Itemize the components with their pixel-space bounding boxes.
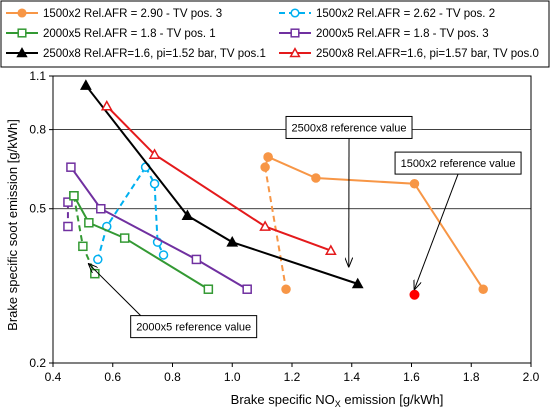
series-point-3-0 xyxy=(66,162,76,172)
x-tick-label-2: 0.8 xyxy=(164,370,181,384)
legend-label-3: 2000x5 Rel.AFR = 1.8 - TV pos. 3 xyxy=(316,28,489,40)
reference-point xyxy=(409,289,420,300)
y-tick-label-0: 0.2 xyxy=(29,356,46,370)
x-tick-label-3: 1.0 xyxy=(224,370,241,384)
callout-1: 1500x2 reference value xyxy=(394,151,522,289)
y-tick-label-3: 1.1 xyxy=(29,69,46,83)
series-point-2-1 xyxy=(84,218,94,228)
legend-item-5: 2500x8 Rel.AFR=1.6, pi=1.57 bar, TV pos.… xyxy=(279,47,539,60)
callout-arrow-1 xyxy=(414,173,459,289)
x-tick-label-4: 1.2 xyxy=(284,370,301,384)
series-point-1-3 xyxy=(158,250,169,260)
series-line-4 xyxy=(85,84,359,285)
series-point-4-3 xyxy=(351,277,364,289)
series-branch-point-3-0 xyxy=(63,197,73,207)
series-4 xyxy=(79,79,364,289)
x-tick-label-5: 1.4 xyxy=(343,370,360,384)
legend-swatch-marker-5 xyxy=(289,47,301,58)
legend-swatch-marker-1 xyxy=(290,8,300,18)
series-line-5 xyxy=(106,105,332,252)
y-tick-label-1: 0.5 xyxy=(29,202,46,216)
legend-item-0: 1500x2 Rel.AFR = 2.90 - TV pos. 3 xyxy=(6,8,222,20)
x-axis-title: Brake specific NOX emission [g/kWh] xyxy=(231,392,444,409)
x-axis-title-unit: emission [g/kWh] xyxy=(341,392,444,407)
legend-label-5: 2500x8 Rel.AFR=1.6, pi=1.57 bar, TV pos.… xyxy=(316,48,539,60)
series-point-0-2 xyxy=(409,179,420,189)
callout-text-0: 2500x8 reference value xyxy=(292,122,407,134)
x-tick-label-0: 0.4 xyxy=(45,370,62,384)
callout-box-1 xyxy=(394,151,522,175)
x-tick-label-8: 2.0 xyxy=(523,370,540,384)
series-point-5-3 xyxy=(324,244,337,255)
y-tick-label-2: 0.8 xyxy=(29,123,46,137)
tick-labels: 0.4 0.6 0.8 1.0 1.2 1.4 1.6 1.8 2.0 0.2 0.5 0.8 1.1 xyxy=(29,69,539,384)
series-point-3-1 xyxy=(96,203,106,214)
x-tick-label-6: 1.6 xyxy=(403,370,420,384)
series-point-4-2 xyxy=(226,236,239,247)
legend-label-1: 1500x2 Rel.AFR = 2.62 - TV pos. 2 xyxy=(316,8,495,20)
series-point-5-0 xyxy=(100,99,113,111)
series-line-0 xyxy=(267,156,485,290)
series-point-0-1 xyxy=(311,173,321,183)
series-branch-3 xyxy=(63,197,73,232)
callout-arrow-2 xyxy=(89,264,142,316)
series-3 xyxy=(66,162,252,294)
series-0 xyxy=(263,152,488,294)
callouts: 2500x8 reference value 1500x2 reference v… xyxy=(89,115,522,339)
series-branch-1 xyxy=(93,162,151,265)
axes xyxy=(49,75,532,367)
series-point-2-3 xyxy=(203,284,214,294)
series-point-3-2 xyxy=(191,254,202,265)
callout-box-0 xyxy=(285,115,413,139)
x-axis-title-main: Brake specific NO xyxy=(231,392,335,407)
callout-text-1: 1500x2 reference value xyxy=(401,158,516,170)
y-axis-title: Brake specific soot emission [g/kWh] xyxy=(5,119,20,331)
series-branch-point-0-1 xyxy=(260,162,270,172)
series-point-1-1 xyxy=(149,179,160,189)
series-5 xyxy=(100,99,337,255)
callout-text-2: 2000x5 reference value xyxy=(136,322,251,334)
series-line-3 xyxy=(70,166,248,291)
x-axis-title-subscript: X xyxy=(335,399,341,409)
series-point-0-3 xyxy=(478,284,488,294)
series-point-2-0 xyxy=(69,191,79,201)
series-point-5-2 xyxy=(259,220,271,231)
legend-item-3: 2000x5 Rel.AFR = 1.8 - TV pos. 3 xyxy=(279,28,489,40)
series-branch-point-1-2 xyxy=(93,254,103,265)
x-tick-label-1: 0.6 xyxy=(104,370,121,384)
legend-item-4: 2500x8 Rel.AFR=1.6, pi=1.52 bar, TV pos.… xyxy=(6,47,266,60)
series-branch-point-2-2 xyxy=(90,268,100,279)
callout-box-2 xyxy=(130,315,258,339)
legend-frame xyxy=(0,0,550,68)
series xyxy=(63,79,488,300)
legend-label-2: 2000x5 Rel.AFR = 1.8 - TV pos. 1 xyxy=(43,28,216,40)
series-point-0-0 xyxy=(263,152,273,162)
series-line-2 xyxy=(73,195,209,291)
series-point-4-1 xyxy=(181,209,194,221)
x-tick-label-7: 1.8 xyxy=(463,370,480,384)
series-branch-point-2-1 xyxy=(78,241,88,252)
series-line-1 xyxy=(144,166,165,256)
legend: 1500x2 Rel.AFR = 2.90 - TV pos. 3 1500x2 … xyxy=(0,0,550,68)
legend-swatch-marker-2 xyxy=(17,28,27,38)
series-point-2-2 xyxy=(119,233,130,243)
legend-label-0: 1500x2 Rel.AFR = 2.90 - TV pos. 3 xyxy=(43,8,222,20)
callout-2: 2000x5 reference value xyxy=(89,264,258,339)
series-branch-point-3-1 xyxy=(63,221,73,232)
callout-0: 2500x8 reference value xyxy=(285,115,413,266)
series-point-3-3 xyxy=(242,284,252,294)
series-branch-point-0-2 xyxy=(281,284,291,294)
legend-item-1: 1500x2 Rel.AFR = 2.62 - TV pos. 2 xyxy=(279,8,495,20)
series-2 xyxy=(69,191,214,294)
legend-swatch-marker-3 xyxy=(290,28,300,38)
legend-swatch-marker-0 xyxy=(17,8,27,18)
legend-swatch-marker-4 xyxy=(16,47,28,58)
legend-label-4: 2500x8 Rel.AFR=1.6, pi=1.52 bar, TV pos.… xyxy=(43,48,266,60)
series-point-4-0 xyxy=(79,79,92,90)
legend-item-2: 2000x5 Rel.AFR = 1.8 - TV pos. 1 xyxy=(6,28,216,40)
series-point-5-1 xyxy=(148,148,161,159)
